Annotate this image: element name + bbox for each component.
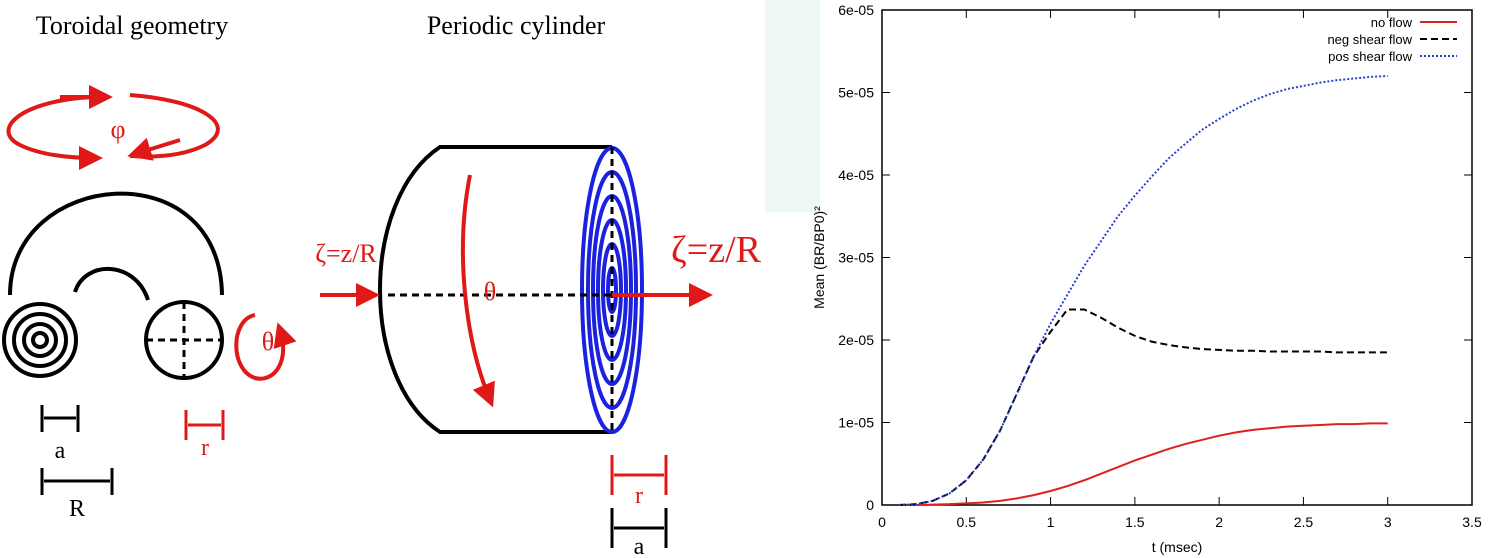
y-tick-label: 6e-05 — [838, 2, 874, 18]
toroidal-diagram: Toroidal geometry φ θ a R r — [2, 11, 297, 522]
y-tick-label: 0 — [866, 497, 874, 513]
y-tick-label: 5e-05 — [838, 85, 874, 101]
y-tick-label: 2e-05 — [838, 332, 874, 348]
R-label: R — [69, 496, 85, 522]
theta-label: θ — [262, 327, 274, 356]
x-tick-label: 3.5 — [1462, 514, 1482, 530]
line-series — [898, 422, 1388, 506]
r-label: r — [201, 435, 209, 461]
theta-label: θ — [484, 277, 496, 306]
zeta-label: ζ=z/R — [671, 229, 762, 271]
y-axis-label: Mean (BR/BP0)² — [811, 206, 827, 309]
legend-label: pos shear flow — [1328, 49, 1412, 64]
phi-label: φ — [110, 115, 125, 144]
legend-label: no flow — [1371, 15, 1413, 30]
x-axis-label: t (msec) — [1152, 539, 1203, 555]
a-label: a — [55, 438, 66, 464]
y-tick-label: 4e-05 — [838, 167, 874, 183]
a-label: a — [634, 534, 645, 558]
diagram-title: Periodic cylinder — [427, 11, 606, 40]
line-chart: 0 1e-05 2e-05 3e-05 4e-05 5e-05 6e-05 0 0.5 1 1.5 2… — [811, 2, 1482, 555]
plot-frame — [881, 9, 1473, 506]
cylinder-diagram: Periodic cylinder ζ=z/R ζ=z/R θ r a — [315, 11, 761, 558]
y-tick-label: 3e-05 — [838, 250, 874, 266]
r-label: r — [635, 483, 643, 509]
line-series — [898, 308, 1388, 506]
x-tick-label: 3 — [1384, 514, 1392, 530]
background-panel — [765, 0, 820, 212]
x-tick-label: 2.5 — [1294, 514, 1314, 530]
x-tick-label: 2 — [1215, 514, 1223, 530]
line-series — [898, 75, 1388, 506]
y-tick-label: 1e-05 — [838, 415, 874, 431]
x-tick-label: 1 — [1047, 514, 1055, 530]
diagram-title: Toroidal geometry — [36, 11, 228, 40]
legend-label: neg shear flow — [1327, 32, 1412, 47]
x-tick-label: 0.5 — [957, 514, 977, 530]
zeta-label: ζ=z/R — [315, 239, 377, 268]
x-tick-label: 1.5 — [1125, 514, 1145, 530]
x-tick-label: 0 — [878, 514, 886, 530]
